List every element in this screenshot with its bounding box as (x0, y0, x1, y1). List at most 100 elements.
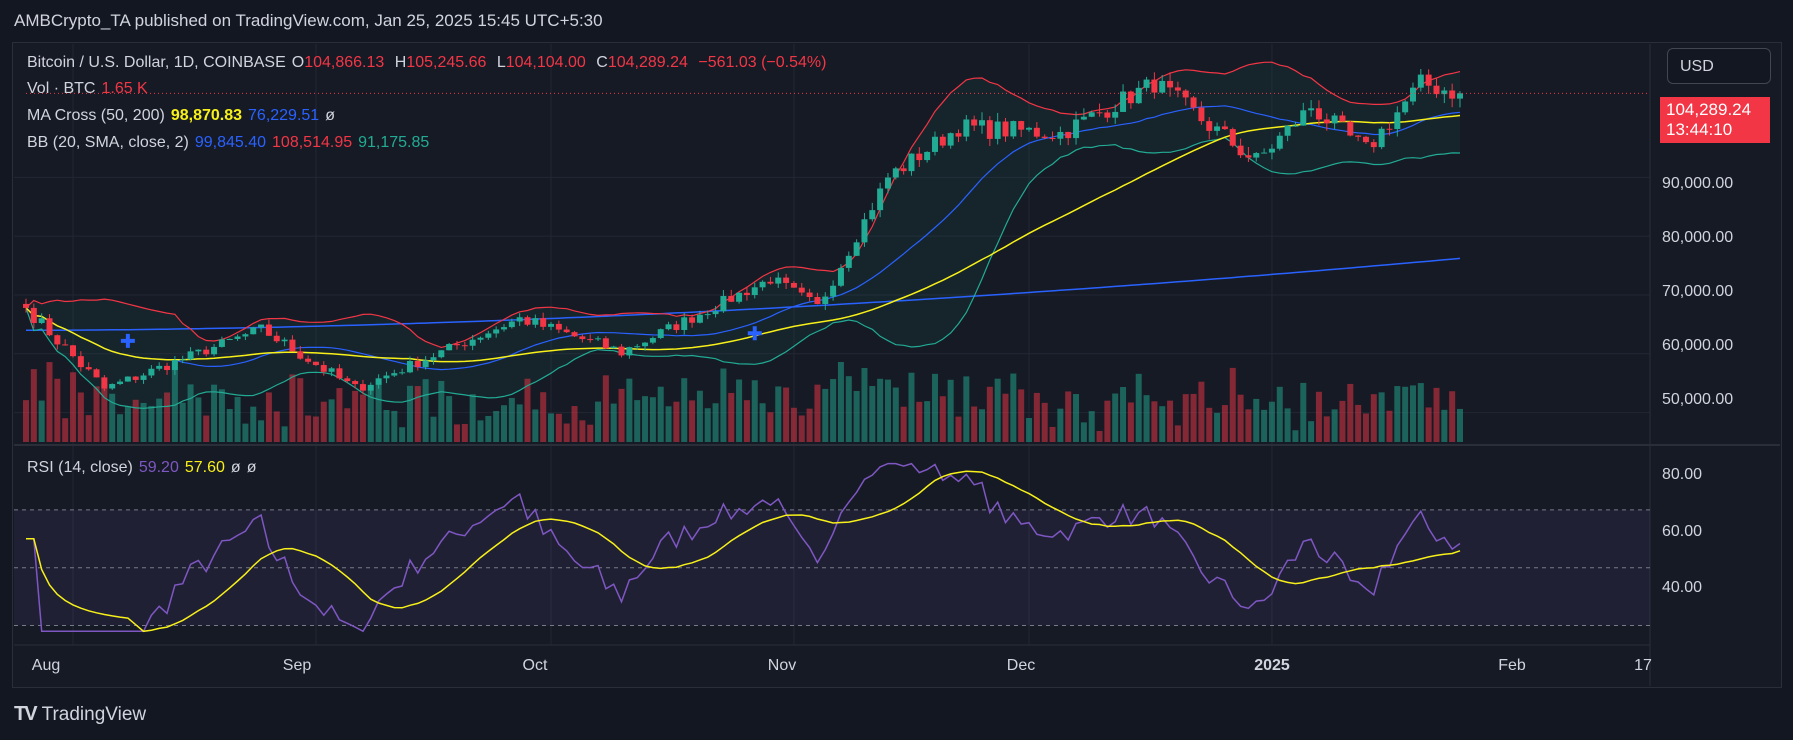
candle-body (1206, 121, 1213, 131)
candle-body (728, 295, 735, 302)
candle-body (46, 318, 53, 336)
volume-bar (563, 423, 570, 442)
volume-bar (70, 372, 77, 442)
volume-bar (187, 384, 194, 442)
candle-body (963, 119, 970, 137)
volume-bar (548, 413, 555, 442)
candle-body (1049, 137, 1056, 139)
volume-bar (375, 384, 382, 442)
candle-body (1151, 79, 1158, 93)
volume-bar (305, 415, 312, 442)
candle-body (375, 378, 382, 385)
volume-bar (681, 378, 688, 442)
volume-bar (579, 420, 586, 442)
volume-bar (743, 400, 750, 442)
candle-body (955, 133, 962, 137)
currency-button[interactable]: USD (1667, 48, 1771, 84)
volume-bar (218, 389, 225, 442)
candle-body (1441, 90, 1448, 95)
candle-body (884, 177, 891, 189)
candle-body (916, 153, 923, 161)
candle-body (853, 242, 860, 256)
volume-bar (1088, 411, 1095, 442)
candle-body (179, 359, 186, 361)
candle-body (657, 329, 664, 339)
rsi-ma-value: 57.60 (184, 459, 225, 476)
volume-bar (1080, 422, 1087, 442)
candle-body (1088, 112, 1095, 117)
candle-body (508, 321, 515, 328)
volume-bar (516, 404, 523, 442)
volume-bar (665, 406, 672, 442)
candle-body (1433, 85, 1440, 95)
candle-body (1065, 131, 1072, 139)
candle-body (712, 311, 719, 315)
candle-body (681, 317, 688, 330)
candle-body (281, 339, 288, 342)
volume-bar (869, 385, 876, 442)
volume-bar (1041, 402, 1048, 442)
volume-bar (1002, 393, 1009, 442)
candle-body (1104, 112, 1111, 118)
candle-body (689, 317, 696, 323)
volume-bar (1268, 401, 1275, 442)
volume-bar (892, 387, 899, 442)
candle-body (156, 365, 163, 369)
volume-bar (77, 392, 84, 442)
volume-bar (1284, 408, 1291, 442)
candle-body (1214, 126, 1221, 131)
candle-body (610, 346, 617, 349)
candle-body (830, 285, 837, 297)
candle-body (626, 347, 633, 356)
volume-bar (1120, 387, 1127, 442)
candle-body (226, 338, 233, 340)
volume-bar (939, 396, 946, 442)
volume-bar (1159, 406, 1166, 442)
candle-body (23, 303, 29, 308)
ma-cross-marker (747, 326, 762, 341)
candle-body (211, 346, 218, 355)
volume-bar (203, 415, 210, 442)
volume-bar (994, 378, 1001, 442)
rsi-tick: 80.00 (1662, 466, 1703, 483)
volume-bar (689, 400, 696, 442)
volume-bar (767, 412, 774, 442)
ma-cross-markers (120, 326, 762, 348)
volume-bar (1315, 391, 1322, 442)
candle-body (312, 361, 319, 366)
volume-bar (806, 408, 813, 442)
open-value: 104,866.13 (304, 54, 385, 71)
candle-body (124, 376, 131, 382)
volume-bar (1402, 386, 1409, 442)
volume-bar (610, 403, 617, 442)
volume-bar (477, 420, 484, 442)
candle-body (1253, 153, 1260, 158)
volume-bar (1143, 395, 1150, 442)
volume-bar (1292, 430, 1299, 442)
time-tick: 2025 (1254, 657, 1290, 674)
volume-bar (359, 394, 366, 442)
candle-body (1159, 80, 1166, 93)
time-tick: Aug (31, 657, 61, 674)
candle-body (1245, 155, 1252, 158)
bar-countdown: 13:44:10 (1666, 120, 1733, 139)
candle-body (814, 297, 821, 305)
candle-body (1347, 121, 1354, 136)
volume-bar (845, 376, 852, 442)
tradingview-logo[interactable]: TV TradingView (14, 703, 146, 726)
candle-body (203, 349, 210, 355)
candle-body (822, 296, 829, 305)
candle-body (234, 336, 241, 339)
candle-body (939, 136, 946, 146)
volume-bar (1308, 421, 1315, 442)
candle-body (587, 339, 594, 341)
candle-body (117, 381, 124, 385)
volume-bar (501, 405, 507, 442)
legend-rsi: RSI (14, close) 59.20 57.60 ø ø (27, 459, 257, 476)
candle-body (532, 318, 539, 325)
volume-bar (399, 427, 406, 442)
candle-body (1284, 125, 1291, 136)
candle-body (399, 372, 406, 374)
legend-bollinger: BB (20, SMA, close, 2) 99,845.40 108,514.9… (27, 134, 430, 151)
